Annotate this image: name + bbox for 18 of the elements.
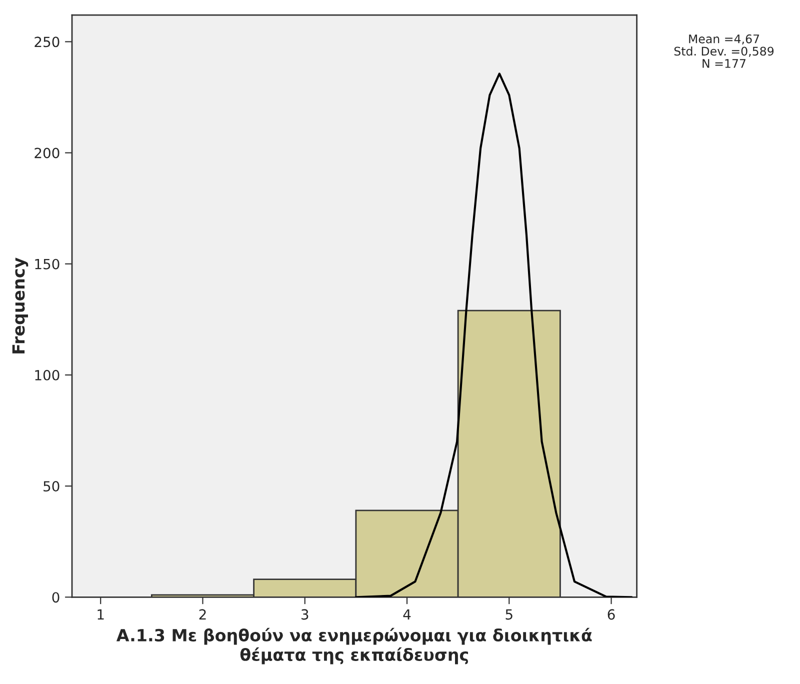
line-series: [354, 72, 633, 598]
y-tick-label: 50: [44, 481, 60, 492]
y-tick-label: 250: [34, 36, 60, 48]
y-axis-title: Frequency: [12, 258, 28, 354]
x-tick-label: 4: [403, 609, 411, 620]
y-tick-label: 150: [35, 258, 60, 270]
text: Mean =4,67: [689, 34, 760, 45]
x-tick-label: 1: [98, 609, 104, 620]
text: N =177: [702, 59, 746, 68]
y-tick-label: 100: [35, 370, 60, 380]
x-tick-label: 3: [302, 609, 308, 620]
x-tick-label: 2: [199, 609, 206, 620]
x-tick-label: 5: [506, 609, 512, 620]
x-axis-title: A.1.3 Με βοηθούν να ενημερώνομαι για διοικητικά θέματα της εκπαίδευσης: [116, 628, 592, 664]
text: Std. Dev. =0,589: [674, 46, 774, 57]
y-tick-label: 200: [34, 148, 60, 158]
y-tick-label: 0: [52, 592, 60, 603]
x-tick-label: 6: [608, 609, 615, 620]
